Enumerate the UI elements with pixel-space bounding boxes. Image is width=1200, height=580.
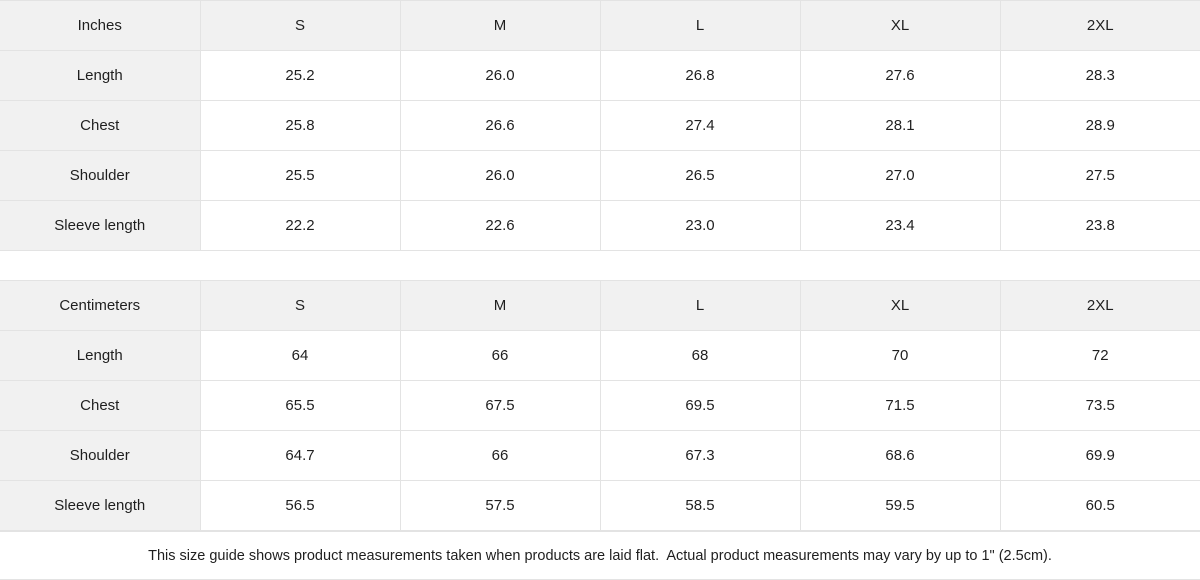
cell-shoulder-m: 66 — [400, 430, 601, 482]
table-row: Chest 25.8 26.6 27.4 28.1 28.9 — [0, 100, 1200, 151]
column-header-l: L — [600, 0, 801, 51]
cell-length-s: 25.2 — [200, 50, 401, 101]
cell-sleeve-length-xl: 59.5 — [800, 480, 1001, 532]
column-header-l: L — [600, 280, 801, 332]
cell-length-m: 26.0 — [400, 50, 601, 101]
cell-length-l: 26.8 — [600, 50, 801, 101]
table-spacer — [0, 251, 1200, 281]
cell-length-l: 68 — [600, 330, 801, 382]
column-header-xl: XL — [800, 280, 1001, 332]
cell-sleeve-length-m: 22.6 — [400, 200, 601, 251]
unit-label-inches: Inches — [0, 0, 201, 51]
cell-length-2xl: 28.3 — [1000, 50, 1200, 101]
table-row: Shoulder 64.7 66 67.3 68.6 69.9 — [0, 430, 1200, 482]
cell-sleeve-length-s: 22.2 — [200, 200, 401, 251]
cell-shoulder-l: 67.3 — [600, 430, 801, 482]
cell-chest-l: 27.4 — [600, 100, 801, 151]
cell-chest-xl: 28.1 — [800, 100, 1001, 151]
column-header-m: M — [400, 280, 601, 332]
row-label-length: Length — [0, 50, 201, 101]
size-guide-footnote: This size guide shows product measuremen… — [0, 531, 1200, 580]
cell-shoulder-m: 26.0 — [400, 150, 601, 201]
table-row: Sleeve length 22.2 22.6 23.0 23.4 23.8 — [0, 200, 1200, 251]
cell-chest-l: 69.5 — [600, 380, 801, 432]
cell-length-s: 64 — [200, 330, 401, 382]
unit-label-centimeters: Centimeters — [0, 280, 201, 332]
cell-length-2xl: 72 — [1000, 330, 1200, 382]
table-row: Length 64 66 68 70 72 — [0, 330, 1200, 382]
table-row: Sleeve length 56.5 57.5 58.5 59.5 60.5 — [0, 480, 1200, 532]
header-row: Inches S M L XL 2XL — [0, 0, 1200, 51]
cell-chest-xl: 71.5 — [800, 380, 1001, 432]
cell-shoulder-s: 64.7 — [200, 430, 401, 482]
row-label-length: Length — [0, 330, 201, 382]
cell-sleeve-length-l: 23.0 — [600, 200, 801, 251]
size-table-inches: Inches S M L XL 2XL Length 25.2 26.0 26.… — [0, 0, 1200, 251]
cell-chest-m: 67.5 — [400, 380, 601, 432]
cell-shoulder-2xl: 27.5 — [1000, 150, 1200, 201]
column-header-s: S — [200, 280, 401, 332]
header-row: Centimeters S M L XL 2XL — [0, 280, 1200, 332]
cell-shoulder-xl: 27.0 — [800, 150, 1001, 201]
row-label-shoulder: Shoulder — [0, 430, 201, 482]
cell-length-xl: 70 — [800, 330, 1001, 382]
column-header-m: M — [400, 0, 601, 51]
cell-length-xl: 27.6 — [800, 50, 1001, 101]
row-label-sleeve-length: Sleeve length — [0, 200, 201, 251]
cell-chest-2xl: 73.5 — [1000, 380, 1200, 432]
cell-chest-s: 65.5 — [200, 380, 401, 432]
table-header-centimeters: Centimeters S M L XL 2XL — [0, 280, 1200, 332]
row-label-chest: Chest — [0, 100, 201, 151]
row-label-shoulder: Shoulder — [0, 150, 201, 201]
cell-sleeve-length-m: 57.5 — [400, 480, 601, 532]
cell-chest-s: 25.8 — [200, 100, 401, 151]
cell-sleeve-length-xl: 23.4 — [800, 200, 1001, 251]
table-row: Shoulder 25.5 26.0 26.5 27.0 27.5 — [0, 150, 1200, 201]
cell-sleeve-length-2xl: 60.5 — [1000, 480, 1200, 532]
table-body-centimeters: Length 64 66 68 70 72 Chest 65.5 67.5 69… — [0, 330, 1200, 532]
cell-sleeve-length-l: 58.5 — [600, 480, 801, 532]
cell-sleeve-length-s: 56.5 — [200, 480, 401, 532]
cell-chest-2xl: 28.9 — [1000, 100, 1200, 151]
column-header-2xl: 2XL — [1000, 0, 1200, 51]
table-body-inches: Length 25.2 26.0 26.8 27.6 28.3 Chest 25… — [0, 50, 1200, 251]
column-header-2xl: 2XL — [1000, 280, 1200, 332]
column-header-xl: XL — [800, 0, 1001, 51]
cell-shoulder-s: 25.5 — [200, 150, 401, 201]
cell-sleeve-length-2xl: 23.8 — [1000, 200, 1200, 251]
cell-shoulder-xl: 68.6 — [800, 430, 1001, 482]
size-table-centimeters: Centimeters S M L XL 2XL Length 64 66 68… — [0, 280, 1200, 532]
cell-shoulder-2xl: 69.9 — [1000, 430, 1200, 482]
row-label-sleeve-length: Sleeve length — [0, 480, 201, 532]
table-header-inches: Inches S M L XL 2XL — [0, 0, 1200, 51]
cell-chest-m: 26.6 — [400, 100, 601, 151]
row-label-chest: Chest — [0, 380, 201, 432]
cell-length-m: 66 — [400, 330, 601, 382]
column-header-s: S — [200, 0, 401, 51]
table-row: Chest 65.5 67.5 69.5 71.5 73.5 — [0, 380, 1200, 432]
table-row: Length 25.2 26.0 26.8 27.6 28.3 — [0, 50, 1200, 101]
cell-shoulder-l: 26.5 — [600, 150, 801, 201]
